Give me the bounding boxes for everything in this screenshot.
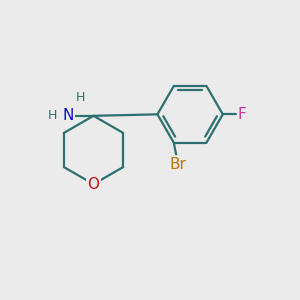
- Text: O: O: [88, 177, 100, 192]
- Text: N: N: [63, 108, 74, 123]
- Text: H: H: [48, 109, 58, 122]
- Text: H: H: [76, 91, 85, 104]
- Text: Br: Br: [170, 157, 187, 172]
- Text: F: F: [238, 107, 247, 122]
